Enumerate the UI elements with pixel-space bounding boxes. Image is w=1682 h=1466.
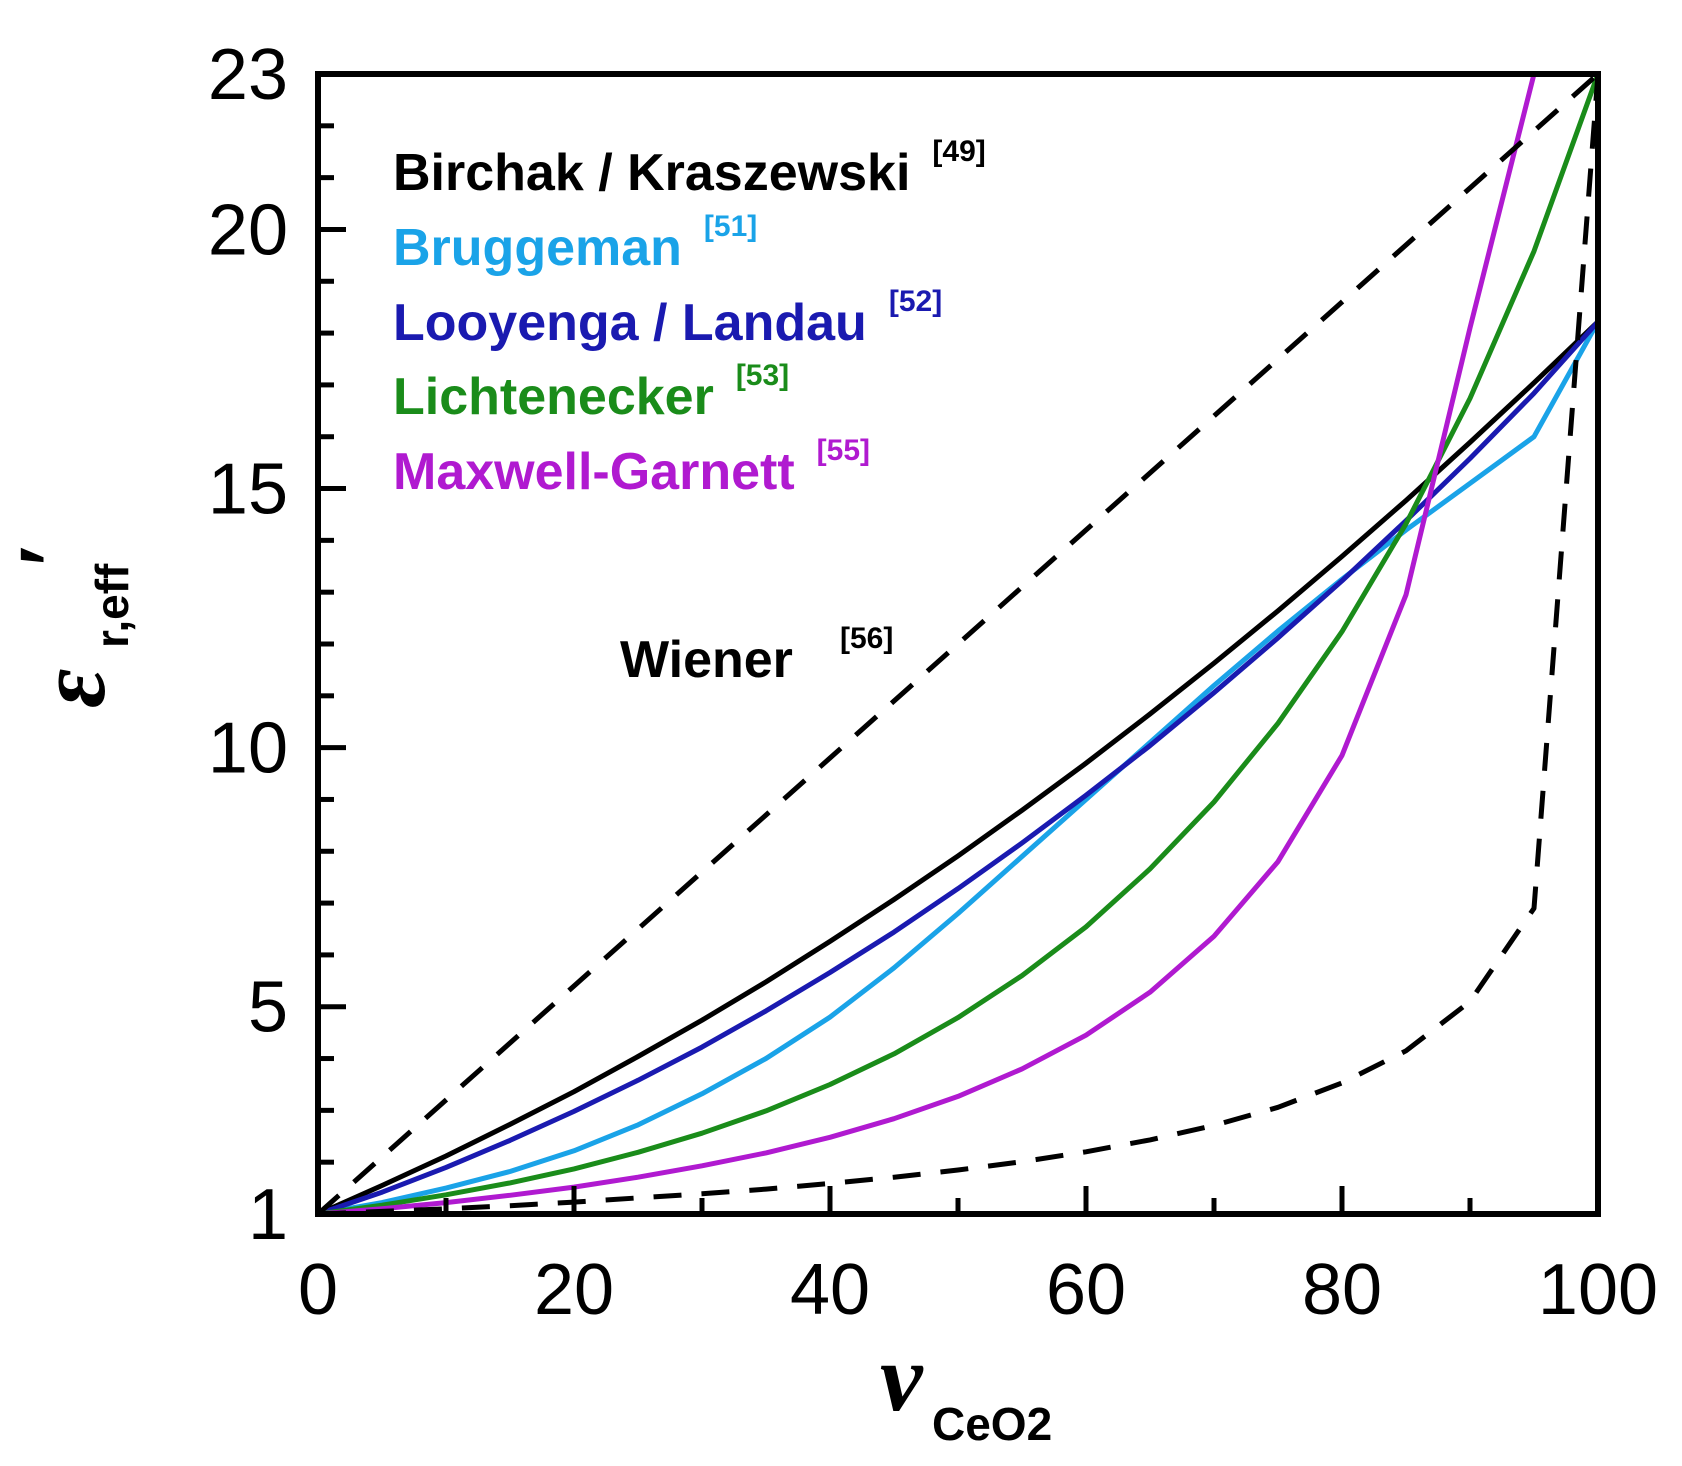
x-tick-label: 40 <box>790 1250 870 1330</box>
legend-ref: [55] <box>817 434 870 467</box>
wiener-label: Wiener <box>620 631 793 689</box>
plot-curves <box>316 71 1601 1217</box>
legend-label-lichtenecker: Lichtenecker <box>393 368 714 426</box>
legend-item: Looyenga / Landau [52] <box>393 285 942 352</box>
y-axis-subscript: r,eff <box>86 563 138 648</box>
series-line-birchak-kraszewski <box>316 319 1600 1217</box>
legend-item: Birchak / Kraszewski [49] <box>393 135 986 202</box>
y-tick-label: 15 <box>208 450 288 530</box>
y-axis-prime: ′ <box>0 543 105 570</box>
y-tick-label: 10 <box>208 709 288 789</box>
series-line-looyenga-landau <box>317 320 1600 1217</box>
legend-label-maxwell-garnett: Maxwell-Garnett <box>393 443 795 501</box>
y-tick-label: 5 <box>248 968 288 1048</box>
y-tick-label: 1 <box>248 1175 288 1255</box>
legend-item: Bruggeman [51] <box>393 210 757 277</box>
x-tick-label: 20 <box>534 1250 614 1330</box>
legend-label-birchak-kraszewski: Birchak / Kraszewski <box>393 144 910 202</box>
legend-ref: [51] <box>704 210 757 243</box>
axis-ticks <box>315 71 1601 1217</box>
legend-label-bruggeman: Bruggeman <box>393 219 682 277</box>
legend-item: Lichtenecker [53] <box>393 359 789 426</box>
series-line-wiener-lower <box>317 73 1601 1217</box>
y-tick-label: 20 <box>208 190 288 270</box>
legend-ref: [49] <box>932 135 985 168</box>
y-axis-title: ε r,eff ′ <box>0 543 138 708</box>
x-tick-label: 80 <box>1302 1250 1382 1330</box>
x-tick-label: 60 <box>1046 1250 1126 1330</box>
svg-text:Wiener: Wiener <box>620 631 793 689</box>
x-tick-label: 0 <box>298 1250 338 1330</box>
series-line-maxwell-garnett <box>317 71 1598 1217</box>
wiener-ref: [56] <box>840 622 893 655</box>
y-tick-label: 23 <box>208 35 288 115</box>
series-line-lichtenecker <box>317 73 1601 1217</box>
x-axis-title: ν CeO2 <box>880 1324 1052 1450</box>
legend-ref: [52] <box>889 285 942 318</box>
legend-item: Maxwell-Garnett [55] <box>393 434 870 501</box>
legend: Birchak / Kraszewski [49] Bruggeman [51] Loo… <box>393 135 986 501</box>
x-tick-label: 100 <box>1538 1250 1658 1330</box>
legend-ref: [53] <box>736 359 789 392</box>
x-axis-subscript: CeO2 <box>932 1398 1052 1450</box>
svg-text:[56]: [56] <box>840 622 893 655</box>
x-axis-symbol: ν <box>880 1324 924 1431</box>
wiener-annotation: Wiener [56] <box>620 622 893 689</box>
y-axis-symbol: ε <box>18 669 125 708</box>
series-line-bruggeman <box>317 320 1601 1217</box>
legend-label-looyenga-landau: Looyenga / Landau <box>393 294 867 352</box>
